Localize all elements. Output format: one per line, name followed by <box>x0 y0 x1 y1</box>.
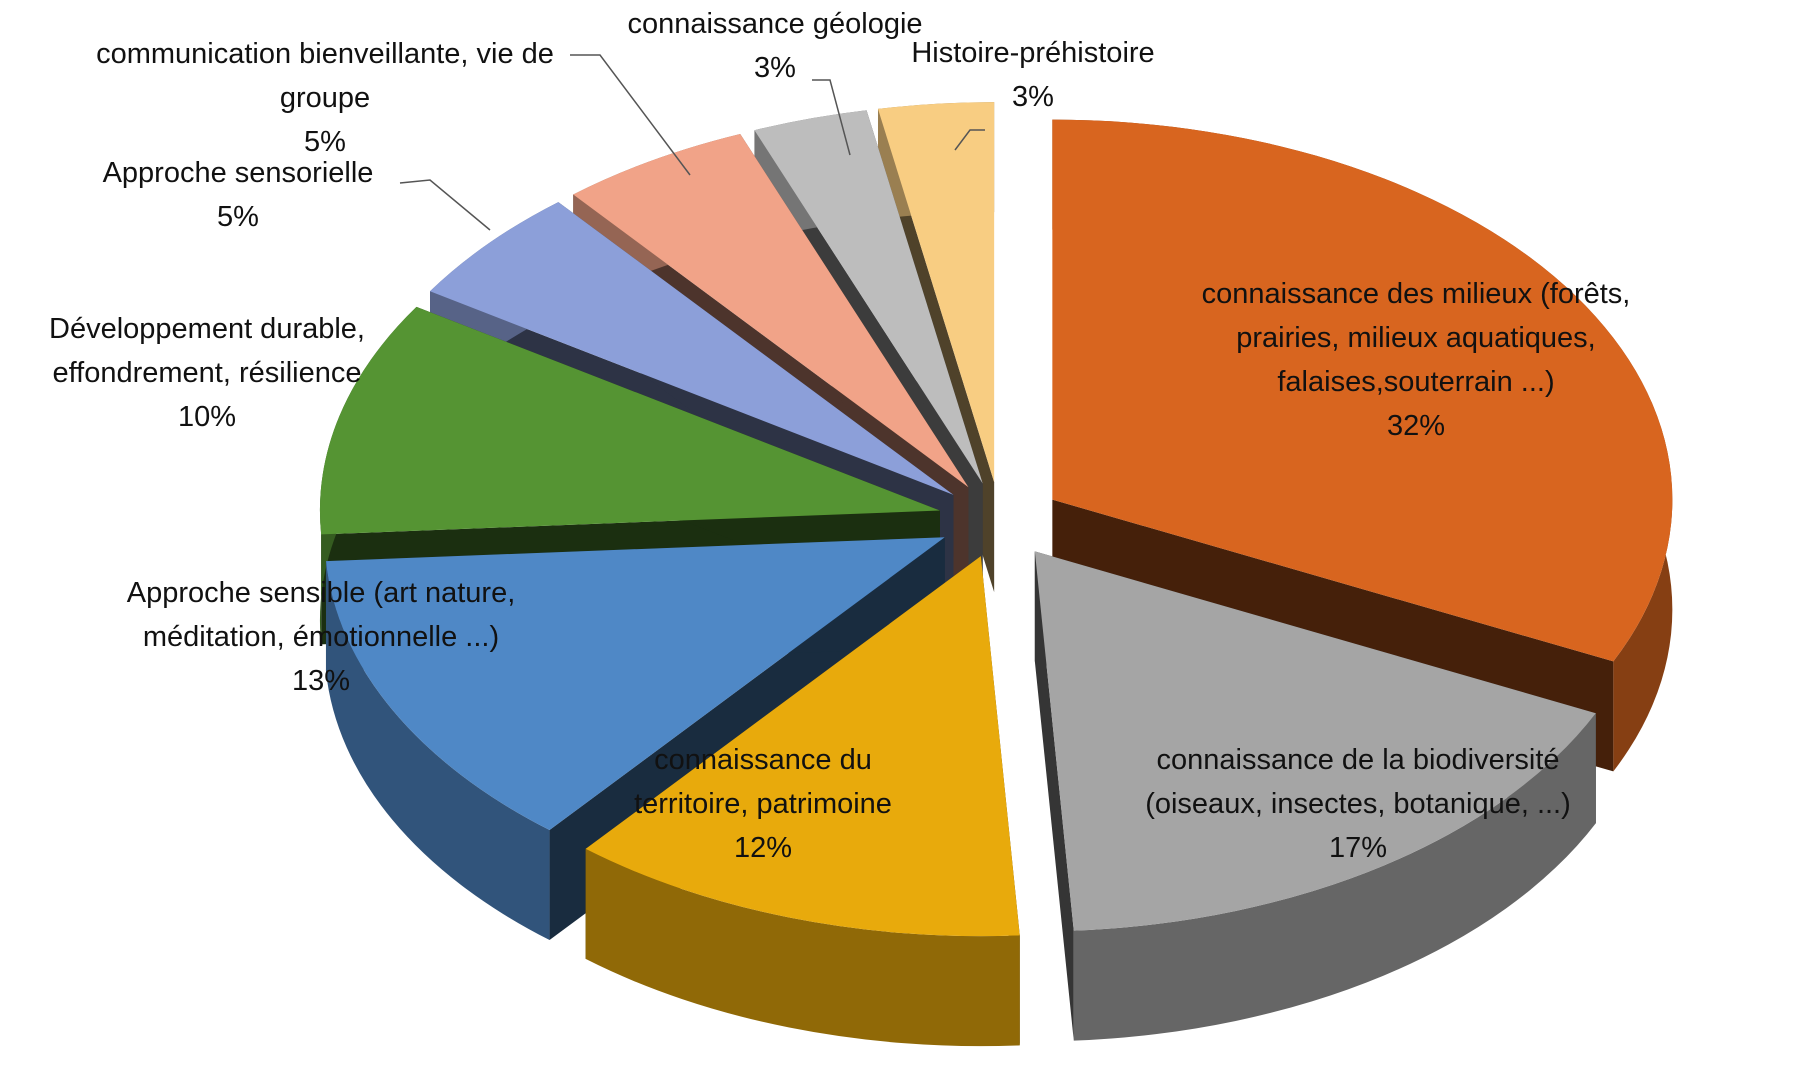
slice-side-wall <box>1034 551 1074 1041</box>
category-name: connaissance des milieux (forêts, prairi… <box>1201 278 1631 398</box>
slice-label: communication bienveillante, vie de grou… <box>65 32 585 164</box>
slice-top <box>319 306 940 535</box>
category-name: communication bienveillante, vie de grou… <box>96 38 554 114</box>
slice-label: Histoire-préhistoire 3% <box>873 31 1193 119</box>
slice-top <box>754 110 983 484</box>
category-name: Approche sensorielle <box>102 157 374 189</box>
percent-label: 3% <box>1012 81 1054 113</box>
slice-label: Développement durable, effondrement, rés… <box>7 307 407 439</box>
slice-top <box>573 133 969 488</box>
leader-line <box>812 79 851 156</box>
percent-label: 12% <box>733 832 793 864</box>
slice-outer-wall <box>1073 713 1596 1041</box>
percent-label: 13% <box>291 665 351 697</box>
percent-label: 17% <box>1328 832 1388 864</box>
slice-top <box>877 102 995 483</box>
slice-label: connaissance de la biodiversité (oiseaux… <box>1128 738 1588 870</box>
slice-outer-wall <box>325 561 550 941</box>
category-name: connaissance du territoire, patrimoine <box>634 744 892 820</box>
leader-line <box>570 54 691 176</box>
leader-line <box>954 129 985 151</box>
slice-top <box>585 556 1020 937</box>
percent-label: 5% <box>217 201 259 233</box>
percent-label: 10% <box>177 401 237 433</box>
slice-top <box>1052 119 1673 662</box>
slice-label: Approche sensible (art nature, méditatio… <box>91 571 551 703</box>
percent-label: 32% <box>1386 410 1446 442</box>
slice-top <box>325 537 945 831</box>
slice-label: connaissance géologie 3% <box>595 2 955 90</box>
category-name: connaissance de la biodiversité (oiseaux… <box>1145 744 1571 820</box>
pie-slice <box>585 556 1020 1047</box>
slice-label: connaissance des milieux (forêts, prairi… <box>1166 272 1666 448</box>
slice-label: Approche sensorielle 5% <box>58 151 418 239</box>
slice-outer-wall <box>585 848 1020 1047</box>
category-name: Approche sensible (art nature, méditatio… <box>126 577 516 653</box>
percent-label: 3% <box>754 52 796 84</box>
slice-top <box>430 202 954 495</box>
category-name: Histoire-préhistoire <box>911 37 1155 69</box>
pie-slice <box>1034 551 1596 1041</box>
category-name: connaissance géologie <box>627 8 923 40</box>
slice-top <box>1034 551 1596 931</box>
leader-line <box>399 179 491 231</box>
slice-label: connaissance du territoire, patrimoine 12… <box>593 738 933 870</box>
percent-label: 5% <box>304 126 346 158</box>
category-name: Développement durable, effondrement, rés… <box>49 313 365 389</box>
